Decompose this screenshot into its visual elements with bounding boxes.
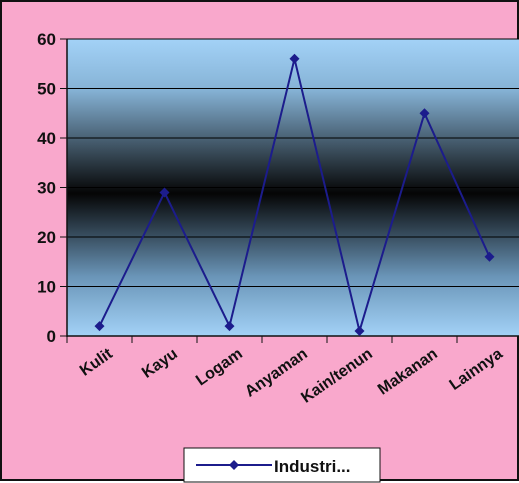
y-tick-label: 40: [37, 129, 56, 148]
x-tick-label: Makanan: [375, 345, 441, 398]
legend-marker: [229, 460, 239, 470]
legend-label: Industri...: [274, 457, 351, 476]
x-tick-label: Kain/tenun: [298, 345, 375, 406]
data-point: [484, 251, 495, 262]
x-tick-label: Logam: [193, 345, 246, 389]
x-tick-label: Lainnya: [447, 345, 506, 394]
x-tick-label: Kulit: [77, 345, 116, 380]
data-point: [354, 326, 365, 337]
y-tick-label: 0: [47, 327, 56, 346]
legend: Industri...: [183, 447, 381, 483]
y-tick-label: 30: [37, 179, 56, 198]
y-tick-label: 10: [37, 278, 56, 297]
x-tick-label: Kayu: [139, 345, 181, 381]
y-tick-label: 20: [37, 228, 56, 247]
data-point: [224, 321, 235, 332]
data-point: [289, 53, 300, 64]
data-point: [94, 321, 105, 332]
y-tick-label: 60: [37, 30, 56, 49]
data-point: [419, 108, 430, 119]
data-point: [159, 187, 170, 198]
y-tick-label: 50: [37, 80, 56, 99]
